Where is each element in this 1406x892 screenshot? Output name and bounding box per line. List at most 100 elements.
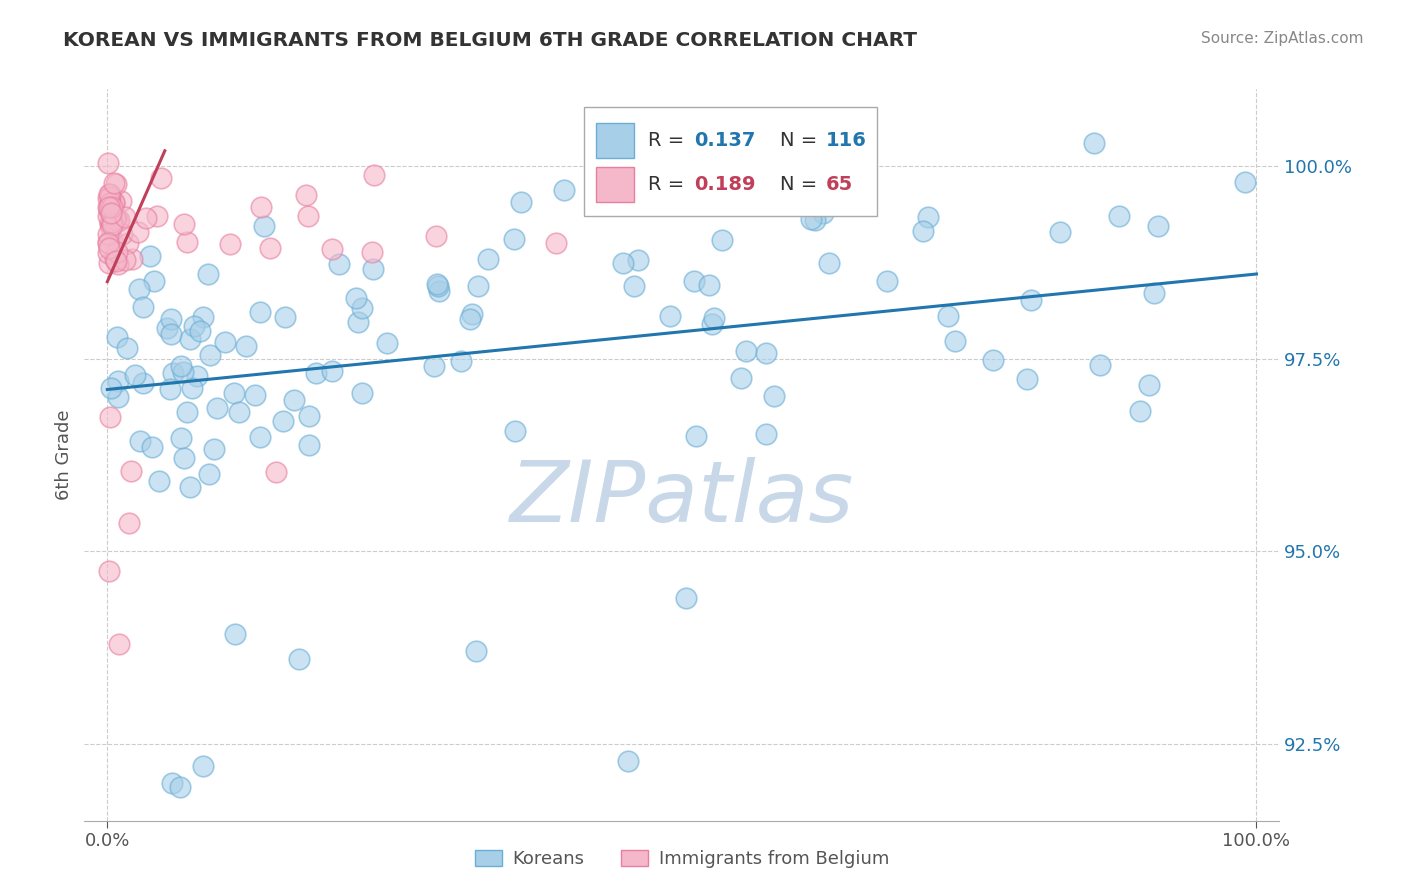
Point — [1147, 219, 1170, 233]
Point — [128, 282, 150, 296]
Point — [105, 245, 128, 260]
Point — [179, 480, 201, 494]
Point — [100, 200, 122, 214]
Point — [683, 274, 706, 288]
Point — [104, 254, 127, 268]
Point — [146, 209, 169, 223]
Point — [253, 219, 276, 233]
Point — [700, 317, 723, 331]
Point — [108, 636, 131, 650]
Point — [214, 335, 236, 350]
Point — [818, 256, 841, 270]
Point — [465, 644, 488, 658]
Point — [160, 776, 183, 790]
Point — [159, 327, 181, 342]
Point — [124, 368, 146, 383]
Point — [139, 249, 162, 263]
Text: KOREAN VS IMMIGRANTS FROM BELGIUM 6TH GRADE CORRELATION CHART: KOREAN VS IMMIGRANTS FROM BELGIUM 6TH GR… — [63, 31, 917, 50]
Point — [143, 274, 166, 288]
Point — [169, 780, 191, 794]
Point — [612, 256, 634, 270]
Point — [121, 252, 143, 266]
Point — [205, 401, 228, 415]
Point — [287, 652, 309, 666]
Point — [427, 284, 450, 298]
Point — [675, 591, 697, 605]
Point — [103, 197, 125, 211]
Point — [426, 277, 449, 291]
Point — [176, 404, 198, 418]
Text: R =: R = — [648, 131, 685, 150]
Point — [876, 274, 898, 288]
Point — [101, 215, 124, 229]
Point — [259, 241, 281, 255]
Point — [224, 627, 246, 641]
Point — [298, 409, 321, 423]
Point — [623, 278, 645, 293]
Text: N =: N = — [780, 131, 817, 150]
Point — [800, 211, 823, 226]
Point — [943, 334, 966, 348]
Point — [98, 256, 121, 270]
Point — [97, 235, 120, 250]
Point — [141, 441, 163, 455]
Point — [103, 176, 125, 190]
Point — [730, 370, 752, 384]
Point — [460, 307, 482, 321]
Text: R =: R = — [648, 175, 685, 194]
Point — [97, 191, 120, 205]
Point — [114, 211, 136, 225]
Point — [1090, 359, 1112, 373]
Point — [149, 171, 172, 186]
Point — [350, 301, 373, 315]
Text: 0.137: 0.137 — [695, 131, 755, 150]
Point — [617, 755, 640, 769]
Point — [100, 232, 122, 246]
Point — [98, 203, 121, 218]
Point — [710, 233, 733, 247]
Y-axis label: 6th Grade: 6th Grade — [55, 409, 73, 500]
Point — [98, 200, 121, 214]
Text: 116: 116 — [825, 131, 866, 150]
Point — [297, 209, 319, 223]
Point — [509, 194, 531, 209]
Point — [127, 225, 149, 239]
Text: Source: ZipAtlas.com: Source: ZipAtlas.com — [1201, 31, 1364, 46]
Text: 65: 65 — [825, 175, 852, 194]
Point — [423, 359, 446, 373]
Point — [249, 304, 271, 318]
Text: 0.189: 0.189 — [695, 175, 755, 194]
Point — [762, 388, 785, 402]
Point — [1137, 377, 1160, 392]
Point — [98, 187, 121, 202]
Point — [117, 235, 139, 250]
Point — [1129, 404, 1152, 418]
Point — [235, 338, 257, 352]
Text: N =: N = — [780, 175, 817, 194]
Point — [1233, 175, 1256, 189]
Point — [190, 324, 212, 338]
Point — [360, 244, 382, 259]
Point — [350, 386, 373, 401]
Point — [115, 341, 138, 355]
Point — [148, 474, 170, 488]
Point — [271, 414, 294, 428]
Point — [176, 235, 198, 249]
Point — [697, 278, 720, 293]
Point — [160, 311, 183, 326]
Point — [100, 409, 122, 424]
Point — [97, 210, 120, 224]
Point — [243, 388, 266, 402]
Point — [110, 194, 132, 208]
Point — [295, 188, 318, 202]
Point — [114, 252, 136, 267]
Point — [917, 210, 939, 224]
Point — [118, 516, 141, 530]
Point — [98, 196, 121, 211]
Point — [198, 348, 221, 362]
Point — [804, 213, 827, 227]
Point — [181, 381, 204, 395]
Point — [755, 346, 778, 360]
Point — [98, 242, 121, 256]
Point — [298, 438, 321, 452]
